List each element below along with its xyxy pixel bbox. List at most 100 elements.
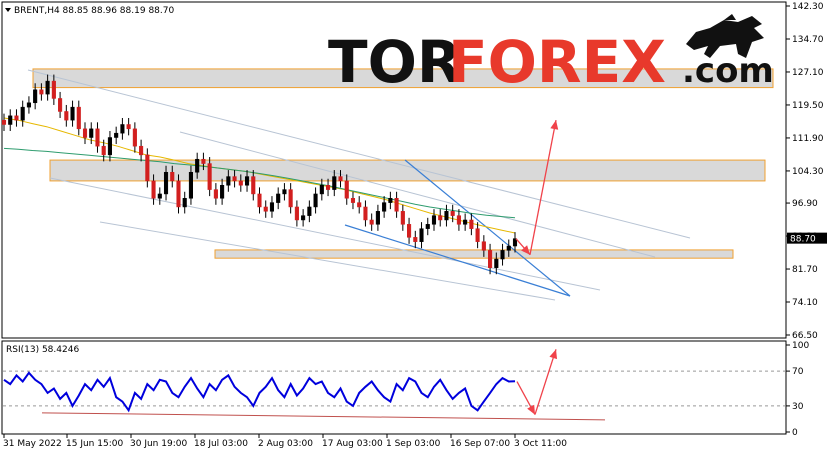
candle-body (238, 180, 243, 186)
candle-body (500, 250, 505, 260)
candle-body (51, 80, 56, 99)
logo-tor: TOR (328, 28, 462, 96)
price-title-text: BRENT,H4 88.85 88.96 88.19 88.70 (14, 6, 174, 16)
candle-body (494, 258, 499, 268)
candle-body (463, 219, 468, 225)
price-y-label: 66.50 (792, 331, 818, 341)
price-y-label: 111.90 (792, 134, 824, 144)
candle-body (413, 237, 418, 242)
candle-body (120, 124, 125, 134)
candle-body (101, 145, 106, 156)
x-label: 2 Aug 03:00 (258, 439, 313, 449)
channel-line (179, 131, 656, 258)
forecast-arrow-down-head (521, 245, 530, 255)
candle-body (257, 193, 262, 208)
channel-line (27, 69, 691, 239)
candle-body (269, 202, 275, 212)
candle-body (132, 128, 137, 147)
candle-body (139, 145, 144, 156)
trend-line-blue (344, 224, 571, 297)
price-y-label: 81.70 (792, 265, 818, 275)
candle-body (20, 106, 25, 121)
current-price-tag: 88.70 (787, 232, 827, 245)
current-price-text: 88.70 (790, 235, 816, 245)
candle-body (469, 219, 474, 229)
rsi-y-label: 30 (792, 402, 804, 412)
forecast-arrows (515, 120, 559, 256)
candle-body (338, 176, 343, 182)
candle-body (145, 154, 150, 182)
candle-body (45, 80, 50, 95)
rsi-y-label: 0 (792, 428, 798, 438)
candle-body (456, 215, 461, 225)
candle-body (313, 193, 318, 208)
candle-body (288, 189, 293, 208)
candle-body (506, 245, 511, 251)
candle-body (251, 176, 256, 195)
candle-body (325, 185, 331, 190)
candle-body (375, 211, 380, 225)
candle-body (407, 224, 412, 238)
x-label: 16 Sep 07:00 (450, 439, 510, 449)
candle-body (176, 180, 181, 208)
price-y-label: 127.10 (792, 68, 824, 78)
logo-com: .com (682, 51, 774, 91)
x-label: 17 Aug 03:00 (322, 439, 383, 449)
trend-line-blue (404, 159, 571, 297)
candle-body (39, 89, 44, 95)
candle-body (14, 115, 19, 121)
candle-body (400, 211, 405, 225)
forecast-arrow-up-head (550, 120, 559, 130)
candle-body (1, 119, 7, 125)
rsi-arrow-down-head (527, 404, 535, 415)
candle-body (350, 198, 356, 203)
candle-body (307, 206, 312, 216)
rsi-y-axis: 100 70 30 0 (786, 341, 809, 438)
rsi-title: RSI(13) 58.4246 (6, 345, 79, 355)
candle-body (301, 215, 306, 221)
candle-body (425, 224, 430, 229)
rsi-y-label: 70 (792, 367, 804, 377)
candle-body (8, 115, 13, 125)
price-y-label: 96.90 (792, 199, 818, 209)
rsi-panel-frame (1, 340, 787, 435)
trend-channel-lines (27, 69, 691, 301)
candle-body (64, 111, 69, 121)
candle-body (388, 198, 393, 203)
candle-body (419, 228, 424, 242)
candle-body (213, 189, 218, 199)
x-label: 1 Sep 03:00 (386, 439, 441, 449)
moving-average-line (3, 147, 516, 219)
candle-body (475, 228, 480, 242)
price-y-label: 119.50 (792, 101, 824, 111)
candle-body (263, 206, 268, 212)
candle-body (188, 171, 194, 199)
candle-body (319, 185, 324, 195)
rsi-line (3, 371, 516, 413)
candle-body (220, 185, 225, 199)
bull-icon (686, 14, 764, 58)
candle-body (382, 202, 387, 212)
candle-body (282, 189, 287, 195)
rsi-panel (3, 349, 785, 421)
candle-body (170, 171, 175, 182)
candle-body (107, 137, 112, 156)
channel-line (49, 177, 601, 291)
candle-body (276, 193, 281, 203)
logo-forex: FOREX (448, 28, 666, 96)
candle-body (450, 211, 455, 216)
price-zone (49, 159, 766, 182)
candle-body (369, 219, 374, 225)
candle-body (201, 158, 206, 164)
candle-body (244, 176, 250, 186)
candle-body (226, 176, 231, 186)
candle-body (431, 215, 437, 225)
x-label: 31 May 2022 (3, 439, 62, 449)
candle-body (33, 89, 38, 104)
candle-body (58, 98, 63, 112)
price-y-axis: 142.30 134.70 127.10 119.50 111.90 104.30 96.9… (786, 2, 824, 341)
price-y-label: 104.30 (792, 167, 824, 177)
candle-body (182, 198, 187, 208)
candle-body (481, 241, 486, 251)
